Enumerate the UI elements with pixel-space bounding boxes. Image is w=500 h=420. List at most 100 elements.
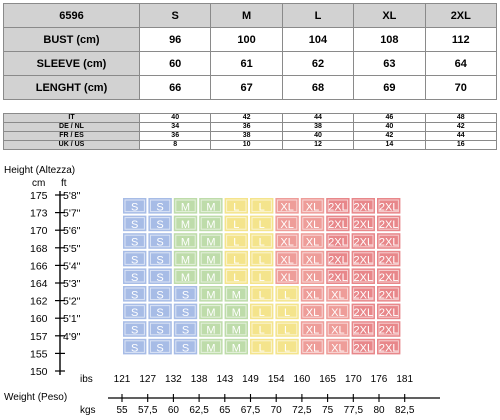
size-grid-cell-label: 2XL bbox=[354, 219, 374, 231]
size-grid-cell-label: 2XL bbox=[354, 237, 374, 249]
size-grid-cell-fill bbox=[173, 321, 198, 337]
weight-ibs-label: 143 bbox=[216, 374, 233, 385]
height-weight-size-chart: Height (Altezza) cm ft 175 5'8" 173 5'7" 170 5'6… bbox=[4, 165, 440, 416]
size-grid-cell-label: S bbox=[131, 254, 138, 266]
size-grid-cell-label: L bbox=[233, 219, 239, 231]
size-grid-cell: M bbox=[199, 198, 223, 214]
size-grid-cell: 2XL bbox=[351, 198, 375, 214]
size-grid-cell-label: XL bbox=[306, 325, 319, 337]
size-grid-cell-label: L bbox=[259, 325, 265, 337]
size-grid-cell: XL bbox=[275, 198, 299, 214]
size-grid-cell: L bbox=[250, 268, 274, 284]
size-header-cell: 2XL bbox=[424, 3, 498, 28]
size-grid-cell-fill bbox=[275, 286, 299, 302]
ibs-unit-label: ibs bbox=[80, 374, 93, 385]
size-grid-cell-label: S bbox=[131, 219, 138, 231]
size-grid-cell: L bbox=[250, 321, 274, 337]
size-grid-cell-border bbox=[251, 305, 272, 318]
size-grid-cell-fill bbox=[148, 215, 172, 232]
size-grid-cell-fill bbox=[123, 338, 147, 355]
size-grid-cell: L bbox=[250, 233, 274, 249]
size-grid-cell-fill bbox=[199, 233, 223, 249]
size-grid-cell: M bbox=[199, 338, 223, 355]
conversion-row: DE / NL 34 36 38 40 42 bbox=[3, 122, 498, 132]
weight-kgs-label: 67,5 bbox=[241, 405, 261, 416]
size-grid-cell-border bbox=[302, 269, 323, 283]
size-grid-cell-border bbox=[276, 305, 298, 318]
size-grid-cell-border bbox=[226, 287, 247, 301]
size-grid-cell-border bbox=[378, 340, 399, 353]
size-grid-cell: XL bbox=[326, 303, 350, 320]
size-grid-cell: M bbox=[173, 250, 198, 267]
weight-kgs-label: 60 bbox=[168, 405, 180, 416]
size-grid-cell: 2XL bbox=[377, 303, 401, 320]
size-grid-cell: 2XL bbox=[326, 250, 350, 267]
size-grid-cell-fill bbox=[326, 198, 350, 214]
size-grid-cell-label: 2XL bbox=[379, 254, 399, 266]
size-grid-cell-fill bbox=[224, 286, 248, 302]
size-grid-cell: L bbox=[250, 286, 274, 302]
size-grid-cell: 2XL bbox=[351, 215, 375, 232]
size-grid-cell: XL bbox=[300, 268, 325, 284]
size-grid-cell-fill bbox=[351, 215, 375, 232]
size-grid-cell: M bbox=[199, 303, 223, 320]
size-grid-cell-border bbox=[200, 199, 222, 213]
size-grid-cell-border bbox=[226, 340, 247, 353]
size-grid-cell-label: M bbox=[206, 342, 215, 354]
size-grid-cell-label: M bbox=[206, 307, 215, 319]
size-grid-cell: 2XL bbox=[351, 233, 375, 249]
size-grid-cell-border bbox=[149, 287, 171, 301]
size-grid-cell-fill bbox=[123, 198, 147, 214]
measurement-value: 68 bbox=[281, 75, 355, 100]
size-grid-cell: M bbox=[173, 198, 198, 214]
measurement-value: 61 bbox=[210, 51, 283, 76]
size-grid-cell: 2XL bbox=[351, 286, 375, 302]
size-grid-cell-label: S bbox=[131, 307, 138, 319]
size-grid-cell-fill bbox=[326, 215, 350, 232]
size-grid-cell-fill bbox=[300, 268, 325, 284]
size-grid-cell-label: M bbox=[206, 219, 215, 231]
size-grid-cell: 2XL bbox=[326, 268, 350, 284]
measurement-value: 96 bbox=[138, 27, 212, 52]
weight-ibs-label: 127 bbox=[139, 374, 156, 385]
region-size-value: 38 bbox=[281, 122, 355, 132]
size-grid-cell: M bbox=[199, 233, 223, 249]
size-grid-cell-fill bbox=[173, 268, 198, 284]
size-grid-cell-border bbox=[353, 322, 374, 336]
size-grid-cell-label: S bbox=[156, 342, 163, 354]
size-grid-cell-fill bbox=[377, 198, 401, 214]
weight-ibs-label: 165 bbox=[319, 374, 336, 385]
size-grid-cell-label: M bbox=[232, 342, 241, 354]
weight-kgs-label: 70 bbox=[271, 405, 283, 416]
height-cm-label: 170 bbox=[30, 225, 48, 237]
size-grid-cell-border bbox=[276, 269, 298, 283]
size-grid-cell-fill bbox=[199, 338, 223, 355]
size-grid-cell-label: XL bbox=[280, 237, 293, 249]
size-grid-cell-label: XL bbox=[306, 202, 319, 214]
measurement-value: 69 bbox=[353, 75, 426, 100]
height-cm-label: 162 bbox=[30, 296, 48, 308]
size-grid-cell-label: S bbox=[156, 219, 163, 231]
height-ft-label: 5'8" bbox=[63, 190, 81, 202]
size-grid-cell-fill bbox=[123, 215, 147, 232]
size-grid-cell: M bbox=[199, 250, 223, 267]
size-grid-cell-border bbox=[251, 252, 272, 265]
size-grid-cell: 2XL bbox=[377, 286, 401, 302]
size-grid-cell-border bbox=[353, 269, 374, 283]
size-grid-cell: S bbox=[123, 268, 147, 284]
size-grid-cell-fill bbox=[199, 215, 223, 232]
size-grid-cell-border bbox=[378, 287, 399, 301]
size-grid-cell-border bbox=[175, 234, 196, 248]
size-grid-cell-fill bbox=[250, 250, 274, 267]
size-grid-cell-label: S bbox=[182, 342, 189, 354]
size-grid-cell-fill bbox=[326, 233, 350, 249]
size-grid-cell-label: 2XL bbox=[328, 219, 348, 231]
size-grid-cell-border bbox=[149, 234, 171, 248]
size-grid-cell-fill bbox=[250, 338, 274, 355]
size-grid-cell-fill bbox=[199, 303, 223, 320]
size-grid-cell-border bbox=[302, 234, 323, 248]
region-size-value: 36 bbox=[210, 122, 283, 132]
size-grid-cell-fill bbox=[148, 250, 172, 267]
size-grid-cell-fill bbox=[377, 233, 401, 249]
size-grid-cell-border bbox=[327, 199, 349, 213]
